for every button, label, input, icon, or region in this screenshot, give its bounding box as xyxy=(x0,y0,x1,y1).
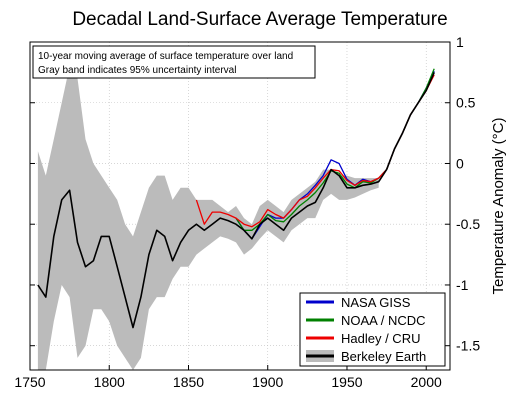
y-tick-label: -0.5 xyxy=(456,216,480,232)
y-tick-label: -1.5 xyxy=(456,338,480,354)
legend: NASA GISS NOAA / NCDC Hadley / CRU Berke… xyxy=(299,292,446,367)
legend-label-nasa-giss: NASA GISS xyxy=(341,295,411,310)
y-tick-label: 0.5 xyxy=(456,95,476,111)
x-tick-label: 1800 xyxy=(94,374,125,390)
x-tick-label: 1900 xyxy=(252,374,283,390)
x-tick-label: 2000 xyxy=(411,374,442,390)
legend-label-noaa-ncdc: NOAA / NCDC xyxy=(341,313,426,328)
x-tick-label: 1850 xyxy=(173,374,204,390)
series-layer xyxy=(37,68,435,329)
annotation-line-2: Gray band indicates 95% uncertainty inte… xyxy=(38,65,236,76)
plot-border xyxy=(29,41,451,371)
chart-title: Decadal Land-Surface Average Temperature xyxy=(72,9,447,30)
y-tick-label: 1 xyxy=(456,34,464,50)
series-line-berkeley-earth xyxy=(37,72,435,329)
y-tick-label: -1 xyxy=(456,277,469,293)
y-axis-label: Temperature Anomaly (°C) xyxy=(490,118,507,295)
y-tick-label: 0 xyxy=(456,155,464,171)
x-tick-label: 1950 xyxy=(331,374,362,390)
legend-label-berkeley-earth: Berkeley Earth xyxy=(341,349,426,364)
x-tick-label: 1750 xyxy=(14,374,45,390)
annotation-box: 10-year moving average of surface temper… xyxy=(32,45,316,79)
axes: 1750 1800 1850 1900 1950 2000 1 0.5 0 -0.5 -1 -1.5 xyxy=(14,34,480,390)
legend-label-hadley-cru: Hadley / CRU xyxy=(341,331,420,346)
annotation-line-1: 10-year moving average of surface temper… xyxy=(38,51,293,62)
